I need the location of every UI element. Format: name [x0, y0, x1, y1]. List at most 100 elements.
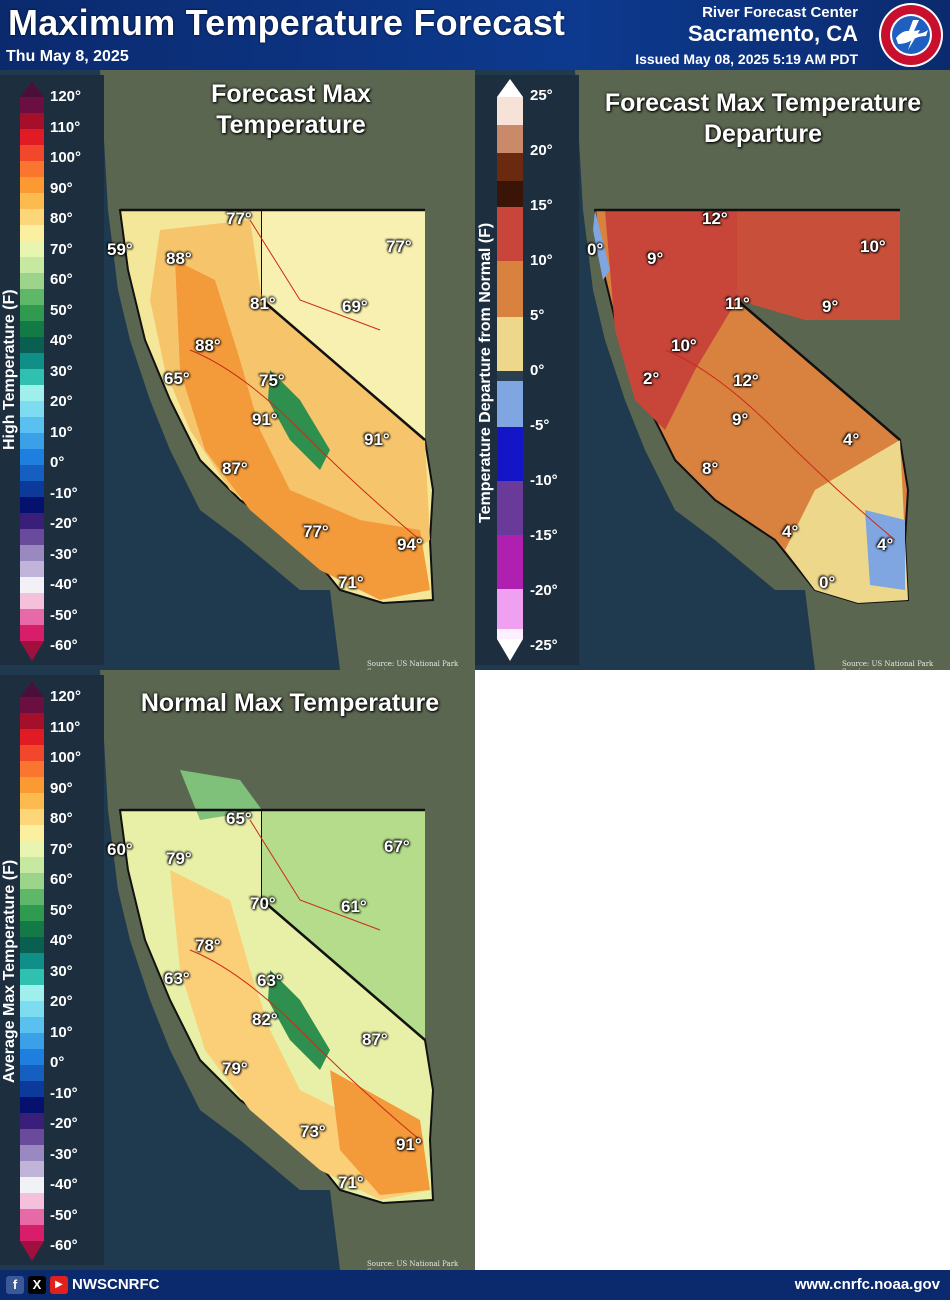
- website-link[interactable]: www.cnrfc.noaa.gov: [794, 1276, 940, 1293]
- legend-tick: -50°: [50, 607, 78, 624]
- map-value: 87°: [222, 459, 248, 478]
- legend-tick: 90°: [50, 780, 73, 797]
- legend-tick: -20°: [50, 1115, 78, 1132]
- high-temp-colorbar: [20, 81, 44, 661]
- social-handle[interactable]: NWSCNRFC: [72, 1276, 160, 1293]
- map-value: 9°: [822, 297, 839, 316]
- legend-tick: 100°: [50, 149, 82, 166]
- legend-tick: 0°: [50, 454, 65, 471]
- map-value: 67°: [384, 837, 410, 856]
- map-value: 12°: [733, 371, 759, 390]
- legend-tick: -20°: [530, 582, 558, 599]
- departure-source: Source: US National Park Service: [842, 660, 934, 670]
- legend-tick: 100°: [50, 749, 82, 766]
- page-title: Maximum Temperature Forecast: [8, 2, 566, 43]
- legend-tick: -60°: [50, 1237, 78, 1254]
- map-value: 88°: [166, 249, 192, 268]
- youtube-icon[interactable]: ▶: [50, 1276, 68, 1294]
- footer-bar: f X ▶ NWSCNRFC www.cnrfc.noaa.gov: [0, 1270, 950, 1300]
- legend-tick: 0°: [50, 1054, 65, 1071]
- map-value: 71°: [338, 1173, 364, 1192]
- legend-tick: 110°: [50, 119, 81, 136]
- legend-tick: 0°: [530, 362, 545, 379]
- departure-panel-title: Forecast Max Temperature Departure: [604, 89, 922, 148]
- map-value: 69°: [342, 297, 368, 316]
- legend-tick: -10°: [50, 1085, 78, 1102]
- legend-tick: -50°: [50, 1207, 78, 1224]
- legend-tick: -25°: [530, 637, 558, 654]
- map-value: 9°: [732, 410, 749, 429]
- map-value: 65°: [226, 809, 252, 828]
- map-value: 81°: [250, 294, 276, 313]
- legend-tick: -10°: [530, 472, 558, 489]
- facebook-icon[interactable]: f: [6, 1276, 24, 1294]
- legend-tick: 10°: [50, 424, 73, 441]
- map-value: 4°: [843, 430, 860, 449]
- map-value: 94°: [397, 535, 423, 554]
- legend-tick: 120°: [50, 688, 82, 705]
- map-value: 60°: [107, 840, 133, 859]
- map-value: 10°: [671, 336, 697, 355]
- legend-tick: -40°: [50, 1176, 78, 1193]
- map-value: 79°: [222, 1059, 248, 1078]
- map-value: 4°: [877, 535, 894, 554]
- legend-tick: 30°: [50, 963, 73, 980]
- legend-tick: 30°: [50, 363, 73, 380]
- departure-axis-label: Temperature Departure from Normal (F): [477, 222, 494, 523]
- map-value: 70°: [250, 894, 276, 913]
- header-bar: Maximum Temperature Forecast Thu May 8, …: [0, 0, 950, 70]
- map-value: 9°: [647, 249, 664, 268]
- map-value: 78°: [195, 936, 221, 955]
- legend-tick: 15°: [530, 197, 553, 214]
- legend-tick: 70°: [50, 241, 73, 258]
- legend-tick: 20°: [530, 142, 553, 159]
- legend-tick: 110°: [50, 719, 81, 736]
- map-value: 91°: [364, 430, 390, 449]
- map-value: 87°: [362, 1030, 388, 1049]
- legend-tick: 5°: [530, 307, 545, 324]
- normal-temp-axis-label: Average Max Temperature (F): [1, 859, 18, 1083]
- legend-tick: -10°: [50, 485, 78, 502]
- office-location: Sacramento, CA: [688, 21, 858, 46]
- x-icon[interactable]: X: [28, 1276, 46, 1294]
- map-value: 77°: [386, 237, 412, 256]
- nws-logo-icon[interactable]: [878, 2, 944, 68]
- forecast-source: Source: US National Park Service: [367, 660, 459, 670]
- map-value: 75°: [259, 371, 285, 390]
- legend-tick: 50°: [50, 902, 73, 919]
- legend-tick: 20°: [50, 993, 73, 1010]
- legend-tick: 80°: [50, 810, 73, 827]
- normal-temp-legend: Average Max Temperature (F) 120° 110° 10…: [0, 675, 104, 1265]
- forecast-date: Thu May 8, 2025: [6, 48, 129, 65]
- map-value: 77°: [226, 209, 252, 228]
- map-value: 2°: [643, 369, 660, 388]
- legend-tick: 10°: [50, 1024, 73, 1041]
- high-temp-axis-label: High Temperature (F): [1, 289, 18, 450]
- map-value: 0°: [819, 573, 836, 592]
- map-value: 0°: [587, 240, 604, 259]
- map-value: 73°: [300, 1122, 326, 1141]
- legend-tick: -30°: [50, 1146, 78, 1163]
- map-value: 63°: [257, 971, 283, 990]
- legend-tick: 40°: [50, 932, 73, 949]
- empty-panel: [475, 670, 950, 1270]
- normal-temp-colorbar: [20, 681, 44, 1261]
- map-value: 63°: [164, 969, 190, 988]
- map-value: 65°: [164, 369, 190, 388]
- map-value: 82°: [252, 1010, 278, 1029]
- legend-tick: -30°: [50, 546, 78, 563]
- map-value: 11°: [725, 294, 750, 313]
- normal-panel-title: Normal Max Temperature: [140, 689, 440, 717]
- legend-tick: 60°: [50, 871, 73, 888]
- map-value: 77°: [303, 522, 329, 541]
- map-value: 10°: [860, 237, 886, 256]
- map-value: 88°: [195, 336, 221, 355]
- office-name: River Forecast Center: [702, 4, 858, 21]
- map-value: 71°: [338, 573, 364, 592]
- normal-source: Source: US National Park Service: [367, 1260, 459, 1270]
- legend-tick: -60°: [50, 637, 78, 654]
- map-value: 8°: [702, 459, 719, 478]
- departure-legend: Temperature Departure from Normal (F) 25…: [475, 75, 579, 665]
- map-value: 61°: [341, 897, 367, 916]
- legend-tick: 40°: [50, 332, 73, 349]
